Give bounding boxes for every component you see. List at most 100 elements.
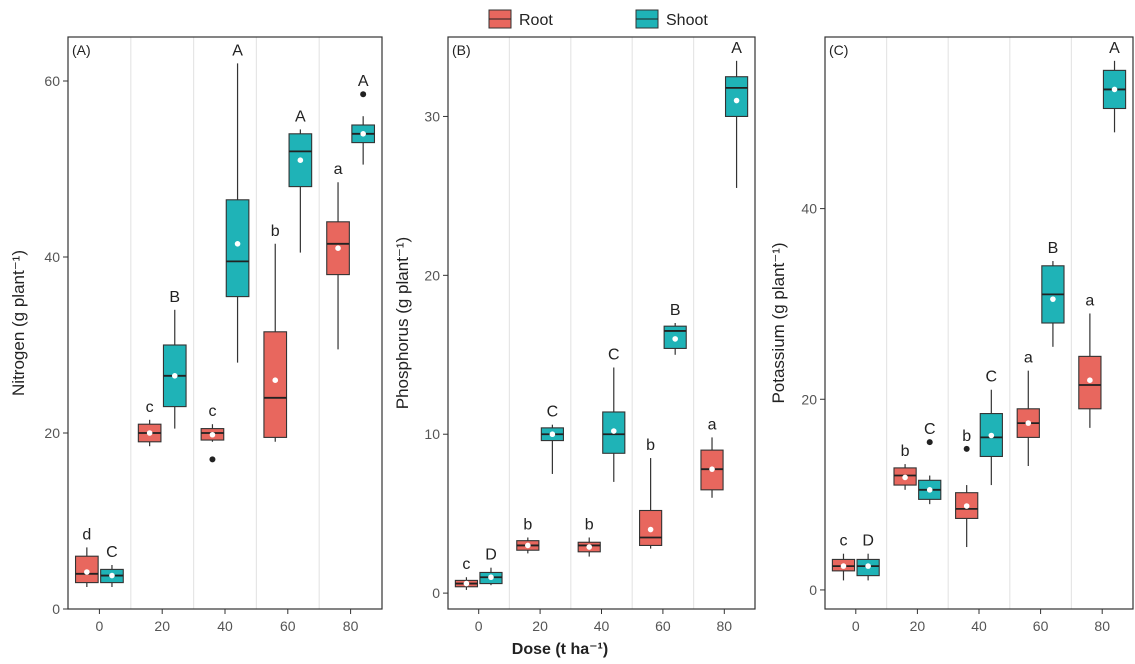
y-axis-label: Nitrogen (g plant⁻¹) [9,250,28,396]
x-tick-label: 40 [594,618,610,634]
significance-letter: C [986,369,998,386]
mean-marker [272,377,279,384]
y-tick-label: 30 [424,108,440,124]
y-tick-label: 60 [44,73,60,89]
significance-letter: c [208,403,216,420]
significance-letter: C [608,346,620,363]
panel-label: (A) [72,42,91,58]
legend: Root Shoot [488,9,708,29]
y-axis-label: Potassium (g plant⁻¹) [769,242,788,403]
mean-marker [463,580,470,587]
significance-letter: a [334,161,343,178]
mean-marker [171,373,178,379]
significance-letter: a [708,416,717,433]
mean-marker [963,503,970,509]
mean-marker [672,336,678,342]
x-tick-label: 20 [532,618,548,634]
panel-border [447,36,756,610]
x-tick-label: 20 [910,618,926,634]
significance-letter: A [1109,40,1120,57]
shared-x-axis-label: Dose (t ha⁻¹) [512,641,608,658]
x-tick-label: 60 [655,618,671,634]
y-tick-label: 0 [52,601,60,617]
legend-label-root: Root [519,12,553,29]
mean-marker [209,431,216,438]
significance-letter: D [485,547,497,564]
y-axis-label: Phosphorus (g plant⁻¹) [393,237,412,409]
x-tick-label: 20 [154,618,170,634]
significance-letter: B [169,289,180,306]
mean-marker [840,563,847,569]
x-tick-label: 40 [217,618,233,634]
mean-marker [709,466,715,472]
panel-b-phosphorus: 0 10 20 30 0 20 40 60 80 Phosphorus (g plant⁻¹) (B… [393,36,756,634]
y-tick-label: 0 [809,582,817,598]
outlier-point [360,91,367,98]
outlier-point [963,445,970,452]
panel-border [67,36,383,610]
significance-letter: A [731,40,742,57]
significance-letter: B [670,302,681,319]
significance-letter: A [295,108,306,125]
significance-letter: B [1048,240,1059,257]
y-tick-label: 20 [424,267,440,283]
significance-letter: b [271,223,280,240]
y-tick-label: 40 [801,201,817,217]
significance-letter: b [523,517,532,534]
x-tick-label: 40 [971,618,987,634]
panel-background [448,37,755,609]
significance-letter: b [962,428,971,445]
significance-letter: A [232,42,243,59]
mean-marker [335,245,341,251]
mean-marker [902,474,908,481]
y-tick-label: 10 [424,426,440,442]
significance-letter: a [1085,292,1094,309]
mean-marker [360,131,366,137]
y-tick-label: 20 [801,391,817,407]
panel-label: (C) [829,42,848,58]
panel-background [68,37,382,609]
significance-letter: c [146,399,154,416]
x-tick-label: 60 [280,618,296,634]
x-tick-label: 80 [343,618,359,634]
mean-marker [988,432,995,439]
mean-marker [1050,296,1056,302]
mean-marker [647,526,654,533]
box [225,199,250,298]
mean-marker [146,430,153,436]
mean-marker [488,574,494,581]
mean-marker [297,157,304,163]
mean-marker [1087,377,1093,384]
mean-marker [733,97,740,104]
significance-letter: b [901,443,910,460]
significance-letter: C [547,404,559,421]
significance-letter: d [82,526,91,543]
panel-border [824,36,1134,610]
mean-marker [549,431,556,438]
y-tick-label: 40 [44,249,60,265]
mean-marker [926,487,933,493]
mean-marker [610,428,617,434]
outlier-point [209,456,216,463]
panel-a-nitrogen: 0 20 40 60 0 20 40 60 80 Nitrogen (g plant⁻¹) (A) d… [9,36,383,634]
outlier-point [926,439,933,446]
mean-marker [234,241,241,247]
significance-letter: c [839,533,847,550]
significance-letter: c [462,556,470,573]
y-tick-label: 0 [432,585,440,601]
x-tick-label: 0 [96,618,104,634]
panel-background [825,37,1133,609]
mean-marker [586,544,593,550]
significance-letter: C [924,421,936,438]
x-tick-label: 0 [852,618,860,634]
significance-letter: A [358,73,369,90]
x-tick-label: 60 [1033,618,1049,634]
y-tick-label: 20 [44,425,60,441]
x-tick-label: 0 [475,618,483,634]
panel-label: (B) [452,42,471,58]
mean-marker [109,572,115,579]
significance-letter: C [106,544,118,561]
x-tick-label: 80 [1094,618,1110,634]
significance-letter: b [646,437,655,454]
